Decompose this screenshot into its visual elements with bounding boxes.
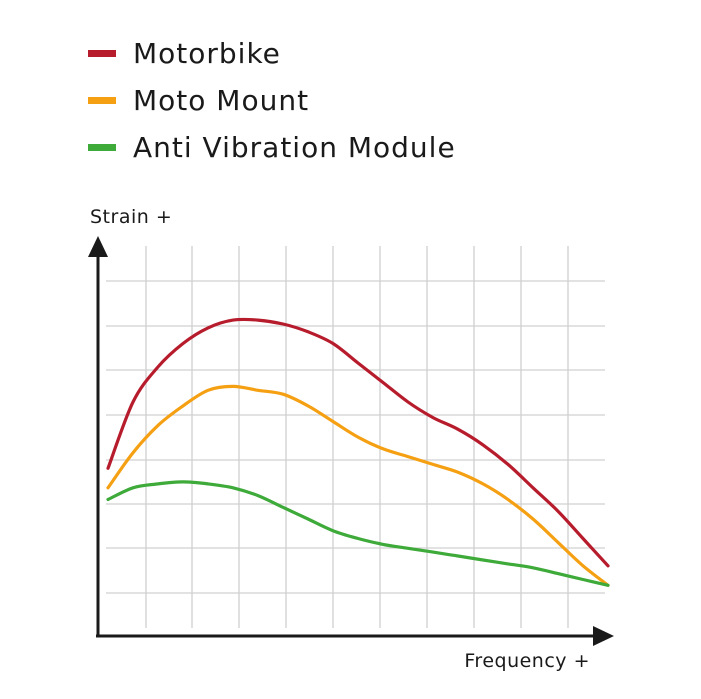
series-lines bbox=[106, 317, 610, 587]
legend-label: Motorbike bbox=[133, 37, 281, 70]
legend-item: Moto Mount bbox=[88, 77, 456, 124]
legend-label: Anti Vibration Module bbox=[133, 131, 456, 164]
series-line-anti-vibration-module bbox=[106, 480, 610, 587]
legend-item: Anti Vibration Module bbox=[88, 124, 456, 171]
y-axis-arrow bbox=[88, 236, 108, 257]
legend-swatch bbox=[88, 97, 116, 104]
legend: Motorbike Moto Mount Anti Vibration Module bbox=[88, 30, 456, 171]
series-line-motorbike bbox=[106, 317, 610, 568]
series-line-moto-mount bbox=[106, 384, 610, 587]
legend-swatch bbox=[88, 144, 116, 151]
legend-label: Moto Mount bbox=[133, 84, 310, 117]
legend-item: Motorbike bbox=[88, 30, 456, 77]
x-axis-arrow bbox=[593, 626, 614, 646]
x-axis-label: Frequency + bbox=[464, 650, 590, 672]
axes bbox=[88, 236, 614, 646]
legend-swatch bbox=[88, 50, 116, 57]
y-axis-label: Strain + bbox=[90, 206, 172, 228]
